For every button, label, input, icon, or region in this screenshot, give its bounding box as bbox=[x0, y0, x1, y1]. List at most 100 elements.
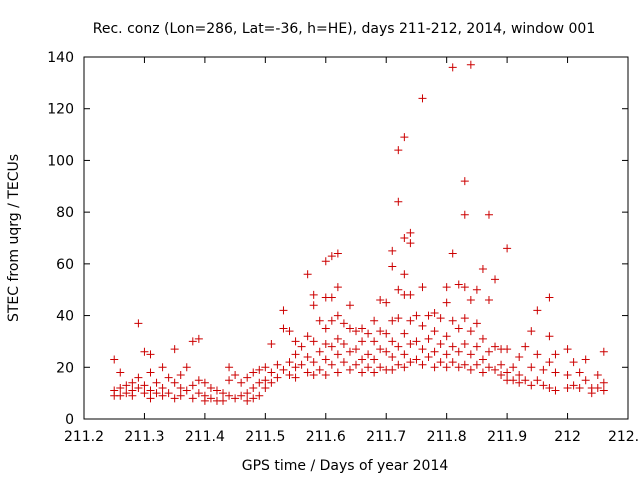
data-point bbox=[394, 314, 403, 323]
data-point bbox=[327, 252, 336, 261]
data-point bbox=[448, 358, 457, 367]
data-point bbox=[593, 371, 602, 380]
data-point bbox=[267, 378, 276, 387]
data-point bbox=[243, 396, 252, 405]
data-point bbox=[448, 342, 457, 351]
data-point bbox=[140, 381, 149, 390]
data-series bbox=[110, 60, 608, 405]
data-point bbox=[460, 210, 469, 219]
x-tick-label: 211.8 bbox=[427, 429, 467, 445]
data-point bbox=[424, 334, 433, 343]
data-point bbox=[491, 275, 500, 284]
data-point bbox=[460, 340, 469, 349]
x-tick-label: 211.6 bbox=[306, 429, 346, 445]
data-point bbox=[575, 368, 584, 377]
data-point bbox=[448, 249, 457, 258]
data-point bbox=[291, 337, 300, 346]
x-tick-label: 212.1 bbox=[608, 429, 640, 445]
data-point bbox=[140, 347, 149, 356]
data-point bbox=[563, 383, 572, 392]
data-point bbox=[333, 334, 342, 343]
data-point bbox=[315, 365, 324, 374]
x-tick-label: 211.7 bbox=[366, 429, 406, 445]
data-point bbox=[527, 327, 536, 336]
data-point bbox=[212, 386, 221, 395]
data-point bbox=[484, 296, 493, 305]
data-point bbox=[424, 311, 433, 320]
data-point bbox=[321, 340, 330, 349]
data-point bbox=[527, 363, 536, 372]
data-point bbox=[466, 365, 475, 374]
data-point bbox=[345, 301, 354, 310]
data-point bbox=[291, 363, 300, 372]
data-point bbox=[146, 386, 155, 395]
data-point bbox=[400, 270, 409, 279]
data-point bbox=[581, 355, 590, 364]
data-point bbox=[315, 316, 324, 325]
data-point bbox=[309, 371, 318, 380]
data-point bbox=[182, 386, 191, 395]
data-point bbox=[188, 381, 197, 390]
data-point bbox=[394, 285, 403, 294]
data-point bbox=[194, 334, 203, 343]
data-point bbox=[219, 389, 228, 398]
data-point bbox=[484, 210, 493, 219]
data-point bbox=[243, 373, 252, 382]
data-point bbox=[352, 360, 360, 369]
data-point bbox=[267, 340, 276, 349]
data-point bbox=[364, 329, 373, 338]
data-point bbox=[327, 342, 336, 351]
data-point bbox=[521, 342, 530, 351]
data-point bbox=[460, 177, 469, 186]
data-point bbox=[406, 228, 415, 237]
data-point bbox=[406, 316, 415, 325]
data-point bbox=[358, 368, 367, 377]
data-point bbox=[370, 355, 379, 364]
data-point bbox=[539, 381, 548, 390]
data-point bbox=[152, 389, 161, 398]
data-point bbox=[339, 319, 348, 328]
data-point bbox=[563, 371, 572, 380]
data-point bbox=[164, 389, 173, 398]
data-point bbox=[515, 371, 524, 380]
data-point bbox=[146, 368, 155, 377]
y-tick-label: 20 bbox=[56, 360, 74, 376]
data-point bbox=[527, 381, 536, 390]
data-point bbox=[376, 327, 385, 336]
data-point bbox=[376, 363, 385, 372]
data-point bbox=[206, 383, 215, 392]
data-point bbox=[442, 332, 451, 341]
data-point bbox=[454, 280, 463, 289]
x-tick-label: 211.3 bbox=[124, 429, 164, 445]
data-point bbox=[327, 316, 336, 325]
data-point bbox=[291, 350, 300, 359]
data-point bbox=[170, 378, 179, 387]
data-point bbox=[333, 350, 342, 359]
data-point bbox=[581, 376, 590, 385]
data-point bbox=[436, 358, 445, 367]
data-point bbox=[158, 391, 167, 400]
data-point bbox=[231, 371, 240, 380]
data-point bbox=[563, 345, 572, 354]
data-point bbox=[515, 378, 524, 387]
data-point bbox=[255, 378, 264, 387]
y-axis: 0 20 40 60 80 100 120 140 bbox=[47, 50, 628, 428]
data-point bbox=[478, 355, 487, 364]
data-point bbox=[285, 371, 294, 380]
data-point bbox=[533, 350, 542, 359]
data-point bbox=[352, 327, 360, 336]
data-point bbox=[273, 373, 282, 382]
data-point bbox=[472, 285, 481, 294]
data-point bbox=[388, 352, 397, 361]
data-point bbox=[243, 389, 252, 398]
data-point bbox=[206, 394, 215, 403]
x-tick-label: 211.5 bbox=[245, 429, 285, 445]
data-point bbox=[454, 347, 463, 356]
data-point bbox=[412, 311, 421, 320]
data-point bbox=[418, 283, 427, 292]
data-point bbox=[279, 306, 288, 315]
data-point bbox=[225, 391, 234, 400]
data-point bbox=[376, 345, 385, 354]
data-point bbox=[116, 368, 125, 377]
